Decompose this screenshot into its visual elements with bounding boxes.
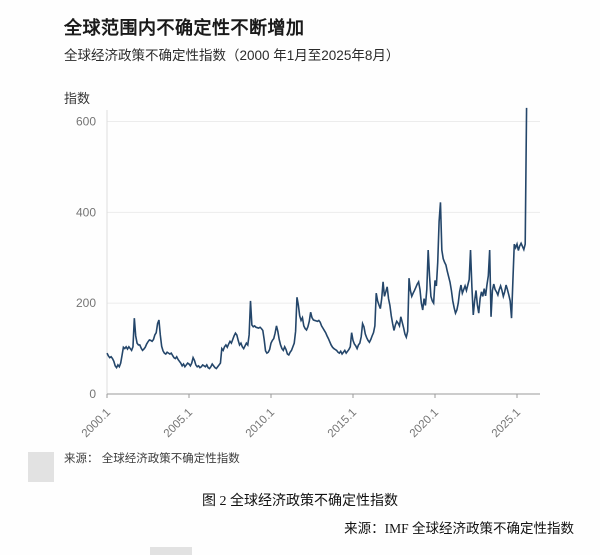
y-tick-label: 400 xyxy=(76,205,96,219)
figure-source-note: 来源：IMF 全球经济政策不确定性指数 xyxy=(344,521,574,536)
y-tick-label: 600 xyxy=(76,115,96,129)
x-tick-label: 2020.1 xyxy=(408,407,441,440)
figure-caption: 图 2 全球经济政策不确定性指数 xyxy=(202,494,398,509)
scan-artifact xyxy=(28,452,54,482)
scan-artifact xyxy=(150,547,192,555)
x-tick-label: 2010.1 xyxy=(244,407,277,440)
chart-title: 全球范围内不确定性不断增加 xyxy=(64,18,305,38)
x-tick-label: 2025.1 xyxy=(490,407,523,440)
x-tick-label: 2015.1 xyxy=(326,407,359,440)
x-tick-label: 2005.1 xyxy=(162,407,195,440)
y-tick-label: 200 xyxy=(76,296,96,310)
y-axis-unit-label: 指数 xyxy=(64,91,91,106)
uncertainty-index-line xyxy=(106,107,528,370)
chart-source-note: 来源： 全球经济政策不确定性指数 xyxy=(64,453,240,465)
x-tick-label: 2000.1 xyxy=(80,407,113,440)
y-tick-label: 0 xyxy=(89,387,96,401)
uncertainty-line-chart: 0 200 400 600 2000.1 2005.1 2010.1 2015.1 2020.1… xyxy=(76,107,540,440)
chart-subtitle: 全球经济政策不确定性指数（2000 年1月至2025年8月） xyxy=(64,48,400,63)
